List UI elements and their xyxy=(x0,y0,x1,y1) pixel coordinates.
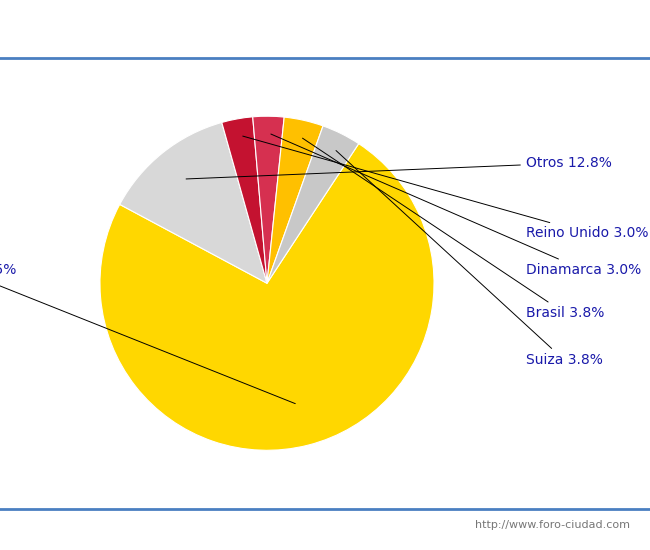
Text: Otros 12.8%: Otros 12.8% xyxy=(186,156,612,179)
Text: Alemania 73.5%: Alemania 73.5% xyxy=(0,263,295,404)
Text: Dinamarca 3.0%: Dinamarca 3.0% xyxy=(271,134,641,277)
Wedge shape xyxy=(222,117,267,283)
Wedge shape xyxy=(100,144,434,450)
Wedge shape xyxy=(253,116,284,283)
Text: http://www.foro-ciudad.com: http://www.foro-ciudad.com xyxy=(476,520,630,530)
Wedge shape xyxy=(120,123,267,283)
Wedge shape xyxy=(267,117,323,283)
Wedge shape xyxy=(267,126,359,283)
Text: Brasil 3.8%: Brasil 3.8% xyxy=(302,138,604,320)
Text: Reino Unido 3.0%: Reino Unido 3.0% xyxy=(242,136,649,240)
Text: Barlovento - Turistas extranjeros según país - Abril de 2024: Barlovento - Turistas extranjeros según … xyxy=(46,20,605,38)
Text: Suiza 3.8%: Suiza 3.8% xyxy=(336,151,603,367)
